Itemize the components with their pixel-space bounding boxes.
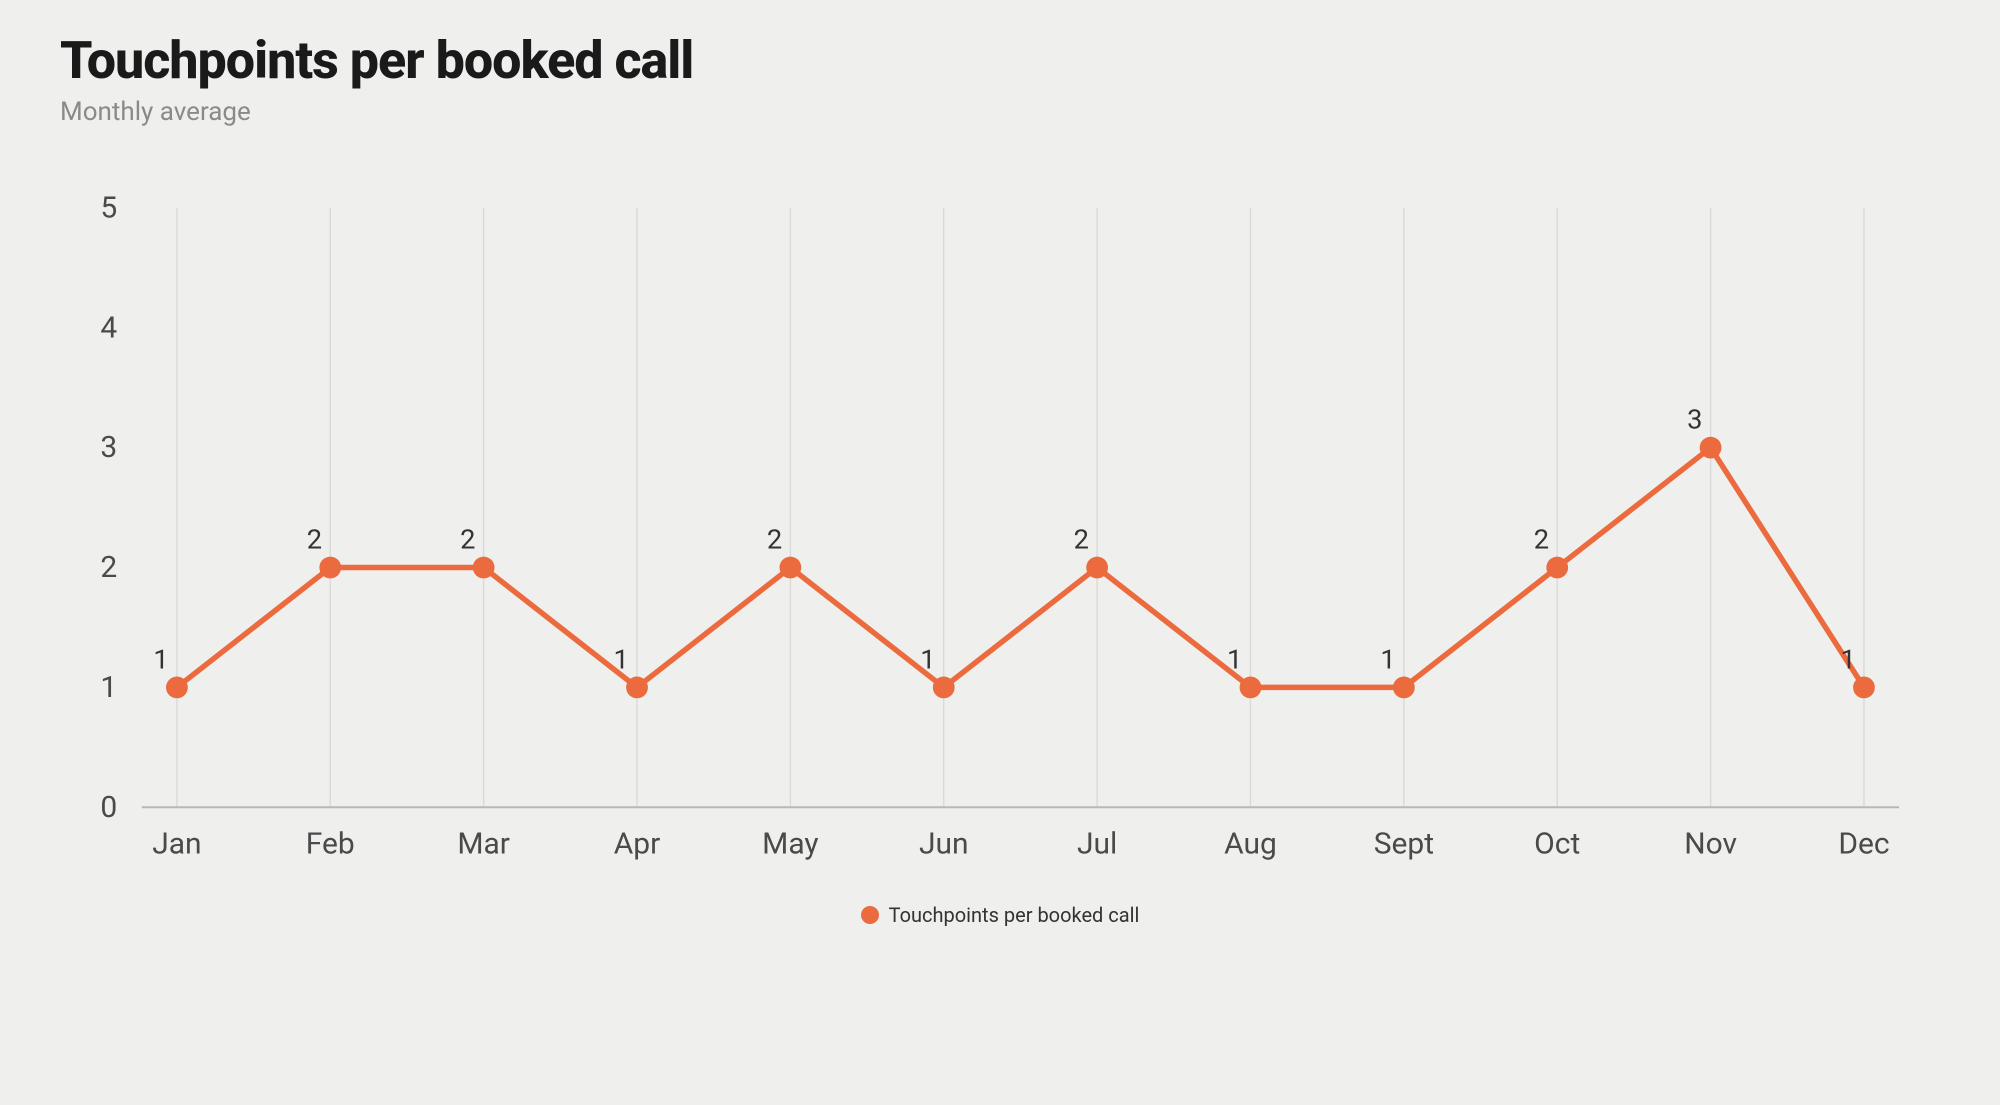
data-marker bbox=[1393, 676, 1415, 698]
y-tick-label: 5 bbox=[100, 190, 117, 225]
data-label: 3 bbox=[1687, 404, 1702, 436]
data-label: 2 bbox=[1074, 523, 1089, 555]
chart-subtitle: Monthly average bbox=[60, 97, 1940, 127]
data-label: 1 bbox=[153, 643, 168, 675]
data-marker bbox=[1700, 437, 1722, 459]
y-tick-label: 1 bbox=[100, 670, 117, 705]
x-tick-label: Feb bbox=[306, 827, 355, 862]
y-tick-label: 4 bbox=[100, 310, 117, 345]
data-marker bbox=[1546, 557, 1568, 579]
x-tick-label: Jul bbox=[1077, 827, 1117, 862]
data-marker bbox=[319, 557, 341, 579]
data-label: 2 bbox=[767, 523, 782, 555]
data-label: 2 bbox=[460, 523, 475, 555]
chart-svg: 0 1 2 3 4 5 Jan Feb Mar Apr May Jun Jul Aug Sept Oct Nov… bbox=[60, 167, 1940, 875]
data-marker bbox=[166, 676, 188, 698]
legend-marker-icon bbox=[861, 906, 879, 924]
data-label: 1 bbox=[1227, 643, 1242, 675]
y-tick-label: 3 bbox=[100, 430, 117, 465]
chart-title: Touchpoints per booked call bbox=[60, 30, 1940, 91]
data-label: 1 bbox=[1380, 643, 1395, 675]
chart-legend: Touchpoints per booked call bbox=[60, 903, 1940, 927]
data-marker bbox=[779, 557, 801, 579]
x-tick-label: Apr bbox=[614, 827, 661, 862]
data-marker bbox=[1853, 676, 1875, 698]
data-marker bbox=[1086, 557, 1108, 579]
data-marker bbox=[1240, 676, 1262, 698]
data-marker bbox=[626, 676, 648, 698]
data-marker bbox=[933, 676, 955, 698]
line-chart: 0 1 2 3 4 5 Jan Feb Mar Apr May Jun Jul Aug Sept Oct Nov… bbox=[60, 167, 1940, 875]
x-tick-label: May bbox=[762, 827, 818, 862]
x-tick-label: Jun bbox=[919, 827, 969, 862]
x-tick-label: Mar bbox=[457, 827, 510, 862]
data-marker bbox=[473, 557, 495, 579]
x-tick-label: Dec bbox=[1838, 827, 1889, 862]
series-line bbox=[177, 448, 1864, 688]
data-label: 1 bbox=[614, 643, 629, 675]
x-tick-label: Jan bbox=[152, 827, 201, 862]
y-tick-label: 2 bbox=[100, 550, 117, 585]
data-label: 2 bbox=[307, 523, 322, 555]
x-tick-label: Nov bbox=[1684, 827, 1737, 862]
x-tick-label: Aug bbox=[1224, 827, 1277, 862]
data-label: 1 bbox=[1840, 643, 1855, 675]
legend-label: Touchpoints per booked call bbox=[889, 903, 1140, 927]
x-tick-label: Oct bbox=[1534, 827, 1580, 862]
y-tick-label: 0 bbox=[100, 790, 117, 825]
data-label: 2 bbox=[1534, 523, 1549, 555]
x-tick-label: Sept bbox=[1374, 827, 1434, 862]
data-label: 1 bbox=[920, 643, 935, 675]
